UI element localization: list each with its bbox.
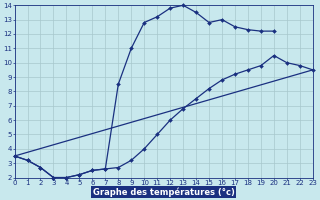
X-axis label: Graphe des températures (°c): Graphe des températures (°c) <box>93 188 235 197</box>
